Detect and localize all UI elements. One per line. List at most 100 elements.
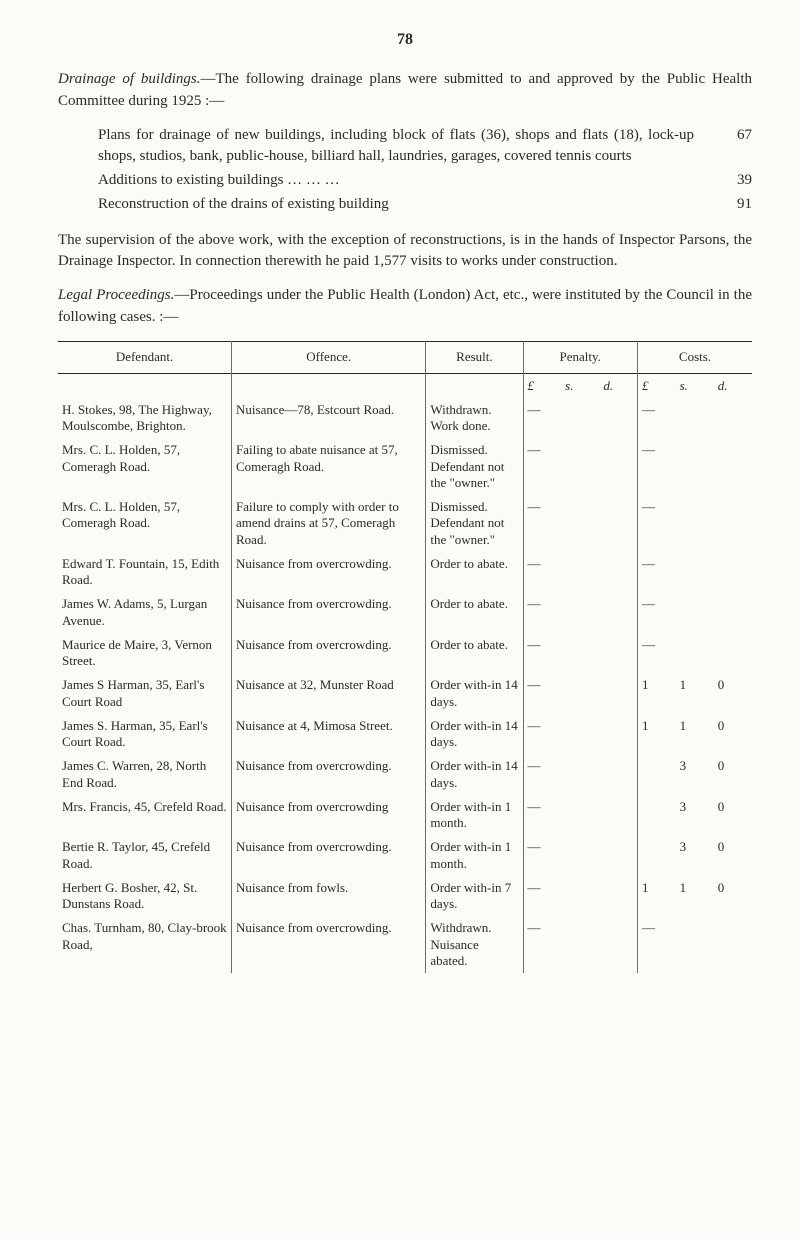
table-row: Edward T. Fountain, 15, Edith Road.Nuisa… (58, 552, 752, 593)
table-row: James S Harman, 35, Earl's Court RoadNui… (58, 673, 752, 714)
cell-defendant: H. Stokes, 98, The Highway, Moulscombe, … (58, 398, 232, 439)
cell-penalty (599, 916, 637, 973)
cell-result: Withdrawn. Work done. (426, 398, 523, 439)
list-item-text: Additions to existing buildings … … … (98, 170, 694, 192)
cell-costs: 0 (714, 754, 752, 795)
cell-penalty: — (523, 916, 561, 973)
cell-penalty (561, 835, 599, 876)
cell-result: Order to abate. (426, 633, 523, 674)
list-item-text: Plans for drainage of new buildings, inc… (98, 125, 694, 169)
lsd-s: s. (676, 373, 714, 398)
cell-costs (676, 495, 714, 552)
cell-costs: — (637, 398, 675, 439)
cell-offence: Nuisance at 32, Munster Road (232, 673, 426, 714)
cell-costs: 1 (637, 673, 675, 714)
cell-result: Order with-in 1 month. (426, 835, 523, 876)
cell-penalty (599, 633, 637, 674)
table-row: James C. Warren, 28, North End Road.Nuis… (58, 754, 752, 795)
cell-penalty (599, 592, 637, 633)
cell-defendant: Mrs. C. L. Holden, 57, Comeragh Road. (58, 495, 232, 552)
table-row: James W. Adams, 5, Lurgan Avenue.Nuisanc… (58, 592, 752, 633)
cell-costs (676, 592, 714, 633)
para-drainage-intro: Drainage of buildings.—The following dra… (58, 69, 752, 113)
table-head-row: Defendant. Offence. Result. Penalty. Cos… (58, 341, 752, 373)
cell-costs: 1 (676, 876, 714, 917)
cell-costs: — (637, 438, 675, 495)
cell-costs: 1 (676, 714, 714, 755)
legal-proceedings-table: Defendant. Offence. Result. Penalty. Cos… (58, 341, 752, 973)
cell-costs (637, 835, 675, 876)
cell-costs: 3 (676, 754, 714, 795)
cell-offence: Nuisance from overcrowding. (232, 835, 426, 876)
table-row: Mrs. Francis, 45, Crefeld Road.Nuisance … (58, 795, 752, 836)
cell-costs (714, 495, 752, 552)
cell-penalty (561, 495, 599, 552)
cell-result: Order with-in 14 days. (426, 714, 523, 755)
cell-penalty (561, 438, 599, 495)
cell-penalty: — (523, 495, 561, 552)
cell-defendant: Herbert G. Bosher, 42, St. Dunstans Road… (58, 876, 232, 917)
cell-penalty: — (523, 438, 561, 495)
drainage-list: Plans for drainage of new buildings, inc… (98, 125, 752, 216)
table-row: Herbert G. Bosher, 42, St. Dunstans Road… (58, 876, 752, 917)
cell-offence: Nuisance from overcrowding (232, 795, 426, 836)
cell-penalty (561, 633, 599, 674)
cell-defendant: James C. Warren, 28, North End Road. (58, 754, 232, 795)
cell-penalty: — (523, 398, 561, 439)
cell-costs (714, 438, 752, 495)
para-supervision: The supervision of the above work, with … (58, 230, 752, 274)
cell-result: Dismissed. Defendant not the "owner." (426, 495, 523, 552)
cell-costs (676, 398, 714, 439)
cell-penalty (599, 673, 637, 714)
cell-offence: Nuisance from overcrowding. (232, 916, 426, 973)
col-penalty: Penalty. (523, 341, 637, 373)
cell-offence: Failure to comply with order to amend dr… (232, 495, 426, 552)
cell-penalty: — (523, 673, 561, 714)
lsd-d: d. (599, 373, 637, 398)
cell-penalty (561, 552, 599, 593)
cell-penalty (561, 795, 599, 836)
cell-penalty (561, 592, 599, 633)
cell-penalty (561, 916, 599, 973)
cell-penalty: — (523, 795, 561, 836)
list-item-text: Reconstruction of the drains of existing… (98, 194, 694, 216)
table-row: Bertie R. Taylor, 45, Crefeld Road.Nuisa… (58, 835, 752, 876)
cell-costs (676, 438, 714, 495)
cell-costs (676, 633, 714, 674)
col-offence: Offence. (232, 341, 426, 373)
cell-result: Order to abate. (426, 592, 523, 633)
cell-costs: 1 (637, 714, 675, 755)
cell-costs (676, 916, 714, 973)
cell-defendant: Maurice de Maire, 3, Vernon Street. (58, 633, 232, 674)
list-item-value: 39 (694, 170, 752, 192)
col-result: Result. (426, 341, 523, 373)
table-row: Mrs. C. L. Holden, 57, Comeragh Road.Fai… (58, 438, 752, 495)
cell-offence: Nuisance—78, Estcourt Road. (232, 398, 426, 439)
cell-offence: Nuisance at 4, Mimosa Street. (232, 714, 426, 755)
cell-result: Withdrawn. Nuisance abated. (426, 916, 523, 973)
para-legal-intro: Legal Proceedings.—Proceedings under the… (58, 285, 752, 329)
cell-penalty (599, 835, 637, 876)
table-row: Chas. Turnham, 80, Clay-brook Road,Nuisa… (58, 916, 752, 973)
lsd-L: £ (523, 373, 561, 398)
cell-defendant: Chas. Turnham, 80, Clay-brook Road, (58, 916, 232, 973)
cell-costs: 3 (676, 795, 714, 836)
cell-costs: — (637, 633, 675, 674)
cell-penalty (561, 673, 599, 714)
list-item: Plans for drainage of new buildings, inc… (98, 125, 752, 169)
cell-defendant: James S. Harman, 35, Earl's Court Road. (58, 714, 232, 755)
cell-result: Dismissed. Defendant not the "owner." (426, 438, 523, 495)
cell-costs (637, 754, 675, 795)
cell-result: Order with-in 1 month. (426, 795, 523, 836)
cell-penalty: — (523, 876, 561, 917)
cell-result: Order with-in 7 days. (426, 876, 523, 917)
col-costs: Costs. (637, 341, 752, 373)
cell-costs: 1 (637, 876, 675, 917)
cell-defendant: Edward T. Fountain, 15, Edith Road. (58, 552, 232, 593)
cell-costs (637, 795, 675, 836)
cell-costs (676, 552, 714, 593)
cell-costs: — (637, 552, 675, 593)
lsd-s: s. (561, 373, 599, 398)
cell-result: Order with-in 14 days. (426, 754, 523, 795)
cell-costs (714, 552, 752, 593)
